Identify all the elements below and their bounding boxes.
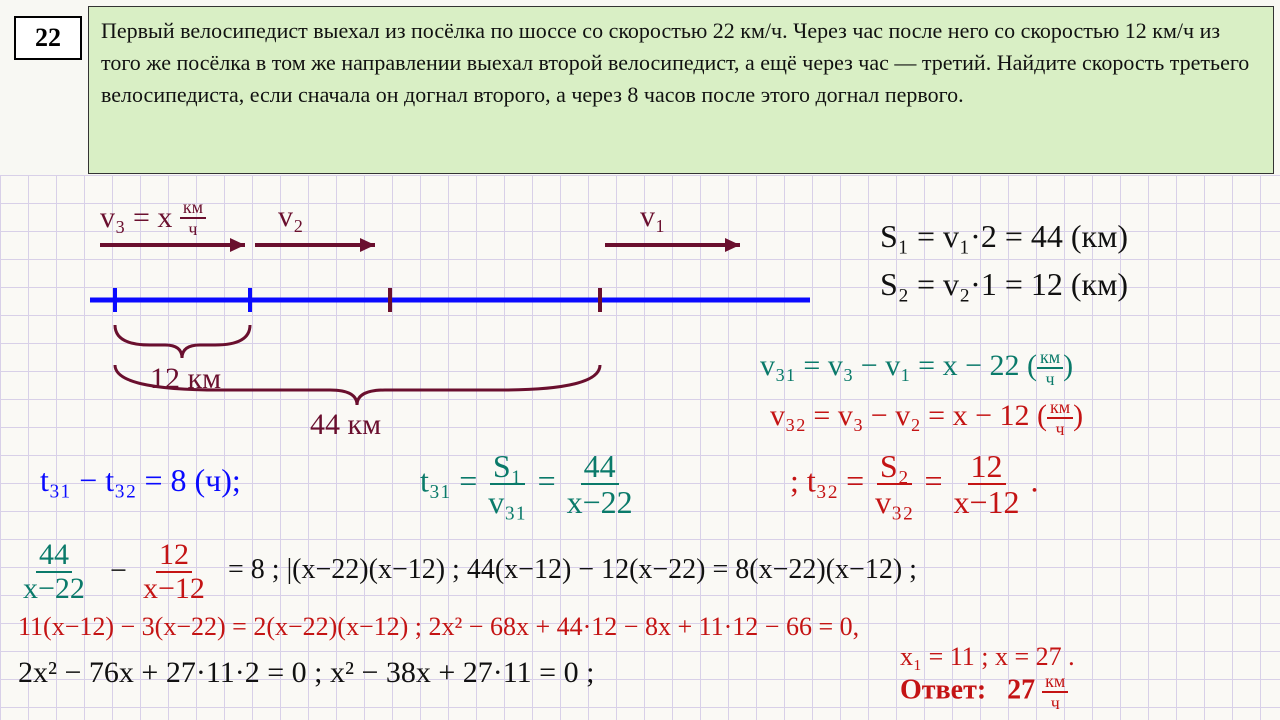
problem-number: 22	[35, 23, 61, 53]
main-eq-frac1: 44x−22	[20, 540, 88, 604]
v3-label: v₃ = x кмч	[100, 200, 206, 240]
v1-label: v₁	[640, 200, 665, 234]
s1-equation: S₁ = v₁·2 = 44 (км)	[880, 218, 1128, 255]
main-eq-minus: −	[110, 554, 127, 588]
dist-44: 44 км	[310, 408, 381, 442]
v31-equation: v₃₁ = v₃ − v₁ = x − 22 (кмч)	[760, 348, 1073, 388]
v32-equation: v₃₂ = v₃ − v₂ = x − 12 (кмч)	[770, 398, 1083, 438]
v2-label: v₂	[278, 200, 303, 234]
problem-statement-box: Первый велосипедист выехал из посёлка по…	[88, 6, 1274, 174]
eq2: 11(x−12) − 3(x−22) = 2(x−22)(x−12) ; 2x²…	[18, 612, 859, 642]
t-diff: t₃₁ − t₃₂ = 8 (ч);	[40, 462, 241, 499]
main-eq-rhs: = 8 ; |(x−22)(x−12) ; 44(x−12) − 12(x−22…	[228, 554, 917, 586]
t31-def: t₃₁ = S₁v₃₁ = 44x−22	[420, 450, 636, 518]
problem-text: Первый велосипедист выехал из посёлка по…	[101, 18, 1249, 107]
answer: Ответ: 27 кмч	[900, 672, 1068, 712]
roots: x₁ = 11 ; x = 27 .	[900, 642, 1075, 672]
s2-equation: S₂ = v₂·1 = 12 (км)	[880, 266, 1128, 303]
eq3: 2x² − 76x + 27·11·2 = 0 ; x² − 38x + 27·…	[18, 656, 594, 690]
t32-def: ; t₃₂ = S₂v₃₂ = 12x−12 .	[790, 450, 1039, 518]
dist-12: 12 км	[150, 362, 221, 396]
problem-number-box: 22	[14, 16, 82, 60]
main-eq-frac2: 12x−12	[140, 540, 208, 604]
